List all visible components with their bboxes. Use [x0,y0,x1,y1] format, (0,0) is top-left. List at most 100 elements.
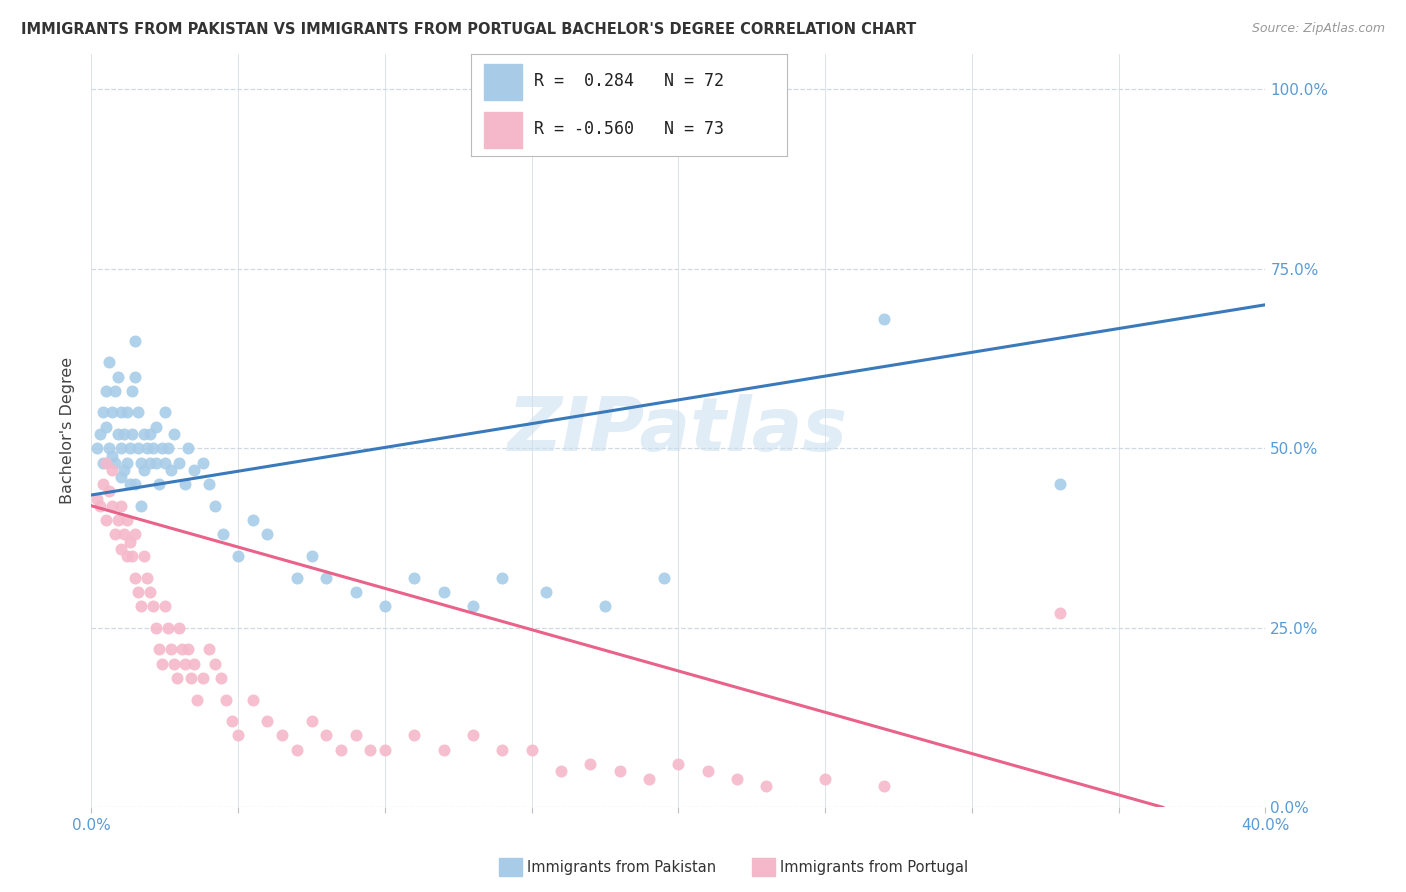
Point [404,729,426,743]
Point [150,657,173,671]
Point [110,499,132,513]
Point [127,442,149,456]
Point [91,456,114,470]
Text: IMMIGRANTS FROM PAKISTAN VS IMMIGRANTS FROM PORTUGAL BACHELOR'S DEGREE CORRELATI: IMMIGRANTS FROM PAKISTAN VS IMMIGRANTS F… [21,22,917,37]
Point [461,729,484,743]
Point [139,456,162,470]
Point [153,405,176,419]
Point [107,369,129,384]
Point [134,427,156,442]
Point [124,369,146,384]
Point [197,642,219,657]
Point [145,621,167,635]
Point [115,456,138,470]
Point [191,456,214,470]
Point [725,772,748,786]
Y-axis label: Bachelor's Degree: Bachelor's Degree [60,357,76,504]
Point [153,599,176,614]
Point [118,477,141,491]
Point [696,764,718,779]
Point [226,729,249,743]
Point [107,427,129,442]
Text: ZIPatlas: ZIPatlas [509,394,848,467]
Text: R = -0.560   N = 73: R = -0.560 N = 73 [534,120,724,138]
Point [285,570,308,584]
Point [755,779,778,793]
Point [94,456,117,470]
Point [177,442,200,456]
Point [159,642,181,657]
Point [204,499,226,513]
Point [638,772,661,786]
Point [169,456,191,470]
Point [101,463,124,477]
Point [536,585,558,599]
Point [142,599,165,614]
Point [124,527,146,541]
Point [162,657,184,671]
Point [162,427,184,442]
Point [115,405,138,419]
Point [593,599,616,614]
Point [129,456,152,470]
Point [94,419,117,434]
Point [136,442,159,456]
Point [169,621,191,635]
Point [148,477,170,491]
Point [91,477,114,491]
Point [174,657,197,671]
Point [101,499,124,513]
Point [89,427,111,442]
Point [197,477,219,491]
Point [112,463,135,477]
Point [86,442,108,456]
Point [98,442,121,456]
Point [212,527,235,541]
Point [550,764,572,779]
Point [98,484,121,499]
Point [609,764,631,779]
Point [148,642,170,657]
Point [150,442,173,456]
Point [301,549,323,563]
Point [86,491,108,506]
Point [666,757,689,772]
Point [242,692,264,706]
Point [112,527,135,541]
Point [315,570,337,584]
Point [432,585,454,599]
Point [374,743,396,757]
Text: Immigrants from Pakistan: Immigrants from Pakistan [527,860,717,874]
Point [153,456,176,470]
Point [285,743,308,757]
Point [94,384,117,398]
Point [344,729,367,743]
Point [315,729,337,743]
Point [873,779,896,793]
Point [226,549,249,563]
Point [191,671,214,685]
Text: Immigrants from Portugal: Immigrants from Portugal [780,860,969,874]
Point [91,405,114,419]
Point [183,463,205,477]
Point [156,442,179,456]
Point [98,355,121,369]
Point [520,743,543,757]
Point [110,442,132,456]
Point [89,499,111,513]
Point [145,419,167,434]
Point [112,427,135,442]
Point [156,621,179,635]
Point [209,671,232,685]
Point [177,642,200,657]
Point [344,585,367,599]
Point [172,642,194,657]
Point [110,405,132,419]
Point [374,599,396,614]
Point [127,585,149,599]
Point [110,470,132,484]
Point [124,334,146,348]
Point [242,513,264,527]
Point [271,729,294,743]
Point [461,599,484,614]
